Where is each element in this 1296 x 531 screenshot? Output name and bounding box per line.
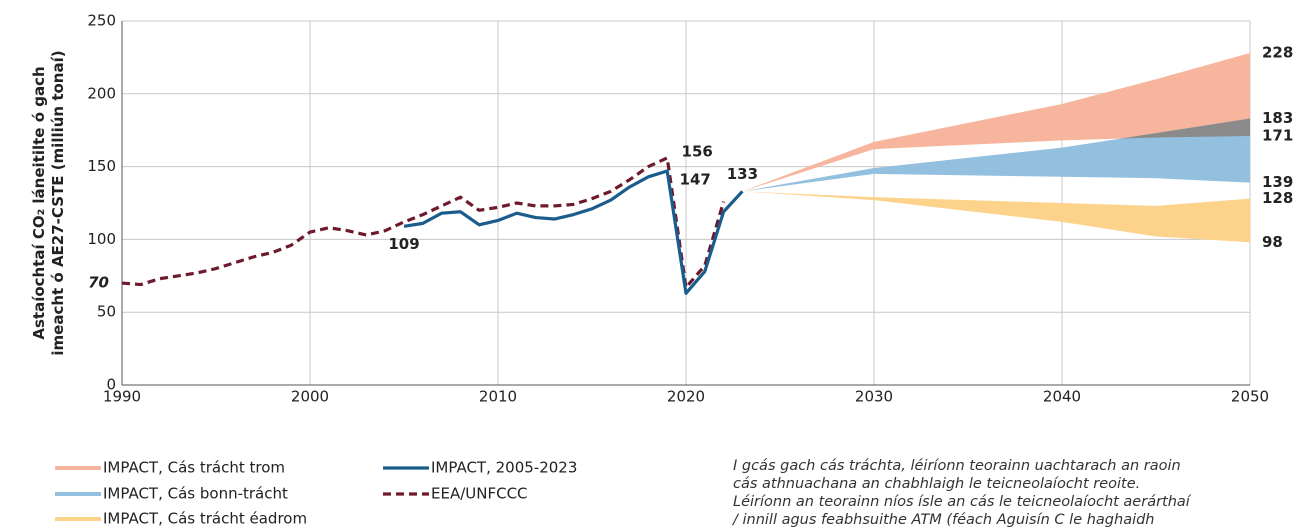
data-label: 171 <box>1262 127 1293 145</box>
band <box>742 118 1250 192</box>
data-label: 228 <box>1262 44 1293 62</box>
legend-label: IMPACT, Cás trácht éadrom <box>103 510 307 528</box>
y-tick-label: 50 <box>97 303 116 321</box>
x-tick-label: 1990 <box>103 388 141 406</box>
y-tick-label: 200 <box>87 84 116 102</box>
note: Léiríonn an teorainn níos ísle an cás le… <box>733 494 1192 510</box>
x-tick-label: 2020 <box>667 388 705 406</box>
data-label: 139 <box>1262 173 1293 191</box>
y-axis-title: Astaíochtaí CO₂ láneitilte ó gachimeacht… <box>30 50 67 355</box>
band <box>742 53 1250 192</box>
line <box>403 169 744 295</box>
data-label: 147 <box>680 170 711 188</box>
y-tick-label: 0 <box>106 376 116 394</box>
legend-label: EEA/UNFCCC <box>431 485 528 503</box>
x-tick-label: 2000 <box>291 388 329 406</box>
data-label: 109 <box>388 235 419 253</box>
x-tick-label: 2050 <box>1231 388 1269 406</box>
data-label: 156 <box>682 142 713 160</box>
line <box>121 156 726 290</box>
x-tick-label: 2040 <box>1043 388 1081 406</box>
x-tick-label: 2010 <box>479 388 517 406</box>
note: / innill agus feabhsuithe ATM (féach Agu… <box>731 512 1155 528</box>
note: cás athnuachana an chabhlaigh le teicneo… <box>733 476 1140 492</box>
data-label: 133 <box>727 165 758 183</box>
y-axis-title-line: imeacht ó AE27-CSTE (milliún tonaí) <box>49 50 67 355</box>
data-label: 183 <box>1262 109 1293 127</box>
y-tick-label: 250 <box>87 12 116 30</box>
y-tick-label: 100 <box>87 230 116 248</box>
legend-label: IMPACT, Cás trácht trom <box>103 459 285 477</box>
data-label: 70 <box>88 274 109 292</box>
x-tick-label: 2030 <box>855 388 893 406</box>
y-tick-label: 150 <box>87 157 116 175</box>
note: I gcás gach cás tráchta, léiríonn teorai… <box>733 458 1181 474</box>
y-axis-title-line: Astaíochtaí CO₂ láneitilte ó gach <box>30 66 48 339</box>
data-label: 98 <box>1262 233 1283 251</box>
data-label: 128 <box>1262 189 1293 207</box>
legend-label: IMPACT, 2005-2023 <box>431 459 577 477</box>
band <box>742 191 1250 243</box>
legend-label: IMPACT, Cás bonn-trácht <box>103 485 288 503</box>
